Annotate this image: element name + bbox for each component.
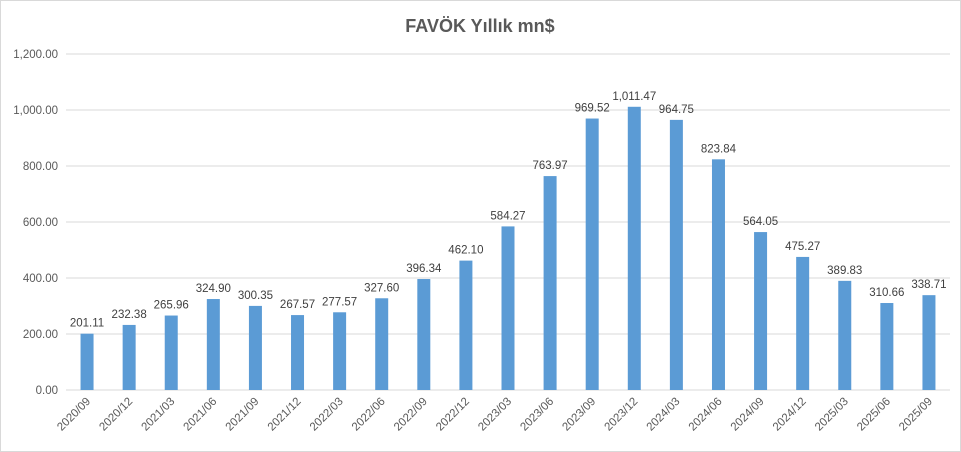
x-tick-label: 2021/12: [266, 396, 304, 434]
bar: [669, 119, 683, 391]
y-tick-label: 1,000.00: [13, 105, 58, 117]
chart-title: FAVÖK Yıllık mn$: [405, 16, 554, 36]
bar: [880, 303, 894, 390]
x-tick-label: 2025/09: [897, 396, 935, 434]
data-label: 300.35: [238, 290, 273, 302]
data-label: 823.84: [701, 143, 737, 155]
bar: [291, 315, 305, 390]
data-label: 763.97: [533, 160, 568, 172]
data-label: 1,011.47: [612, 91, 656, 103]
x-tick-label: 2025/06: [855, 396, 893, 434]
x-tick-label: 2024/03: [645, 396, 683, 434]
data-label: 338.71: [911, 279, 946, 291]
y-tick-label: 800.00: [23, 161, 58, 173]
y-tick-label: 600.00: [23, 217, 58, 229]
x-tick-label: 2023/09: [560, 396, 598, 434]
x-tick-label: 2025/03: [813, 396, 851, 434]
x-tick-label: 2022/06: [350, 396, 388, 434]
data-label: 475.27: [785, 241, 820, 253]
bar: [122, 324, 136, 390]
bar: [585, 118, 599, 391]
data-label: 310.66: [869, 287, 904, 299]
data-label: 327.60: [364, 282, 399, 294]
bar: [501, 226, 515, 390]
x-tick-label: 2020/12: [97, 396, 135, 434]
x-tick-label: 2022/09: [392, 396, 430, 434]
data-label: 964.75: [659, 104, 694, 116]
data-label: 389.83: [827, 265, 862, 277]
x-tick-label: 2024/12: [771, 396, 809, 434]
y-tick-label: 400.00: [23, 273, 58, 285]
bar: [543, 176, 557, 390]
data-label: 396.34: [406, 263, 442, 275]
y-tick-label: 1,200.00: [13, 49, 58, 61]
bar: [333, 312, 347, 390]
x-tick-label: 2021/06: [182, 396, 220, 434]
y-tick-label: 0.00: [36, 385, 58, 397]
bar: [248, 305, 262, 390]
data-label: 267.57: [280, 299, 315, 311]
data-label: 462.10: [448, 245, 483, 257]
data-label: 277.57: [322, 296, 357, 308]
x-tick-label: 2024/06: [687, 396, 725, 434]
data-label: 969.52: [575, 103, 610, 115]
data-label: 232.38: [112, 309, 147, 321]
y-tick-label: 200.00: [23, 329, 58, 341]
bar: [459, 260, 473, 390]
bar: [80, 333, 94, 390]
x-tick-label: 2021/09: [224, 396, 262, 434]
bar: [206, 299, 220, 390]
bar: [796, 256, 810, 390]
data-label: 201.11: [70, 318, 104, 330]
bar: [627, 106, 641, 391]
bar: [754, 232, 768, 390]
bar: [375, 298, 389, 390]
bar: [838, 280, 852, 390]
x-tick-label: 2023/03: [476, 396, 514, 434]
bar: [922, 295, 936, 390]
x-tick-label: 2021/03: [139, 396, 177, 434]
bar: [417, 279, 431, 390]
bar: [164, 315, 178, 390]
data-label: 564.05: [743, 216, 778, 228]
bar: [711, 159, 725, 390]
x-tick-label: 2022/03: [308, 396, 346, 434]
x-tick-label: 2023/12: [603, 396, 641, 434]
x-tick-label: 2024/09: [729, 396, 767, 434]
x-tick-label: 2022/12: [434, 396, 472, 434]
data-label: 265.96: [154, 300, 189, 312]
data-label: 324.90: [196, 283, 231, 295]
x-tick-label: 2020/09: [55, 396, 93, 434]
x-tick-label: 2023/06: [518, 396, 556, 434]
data-label: 584.27: [490, 210, 525, 222]
